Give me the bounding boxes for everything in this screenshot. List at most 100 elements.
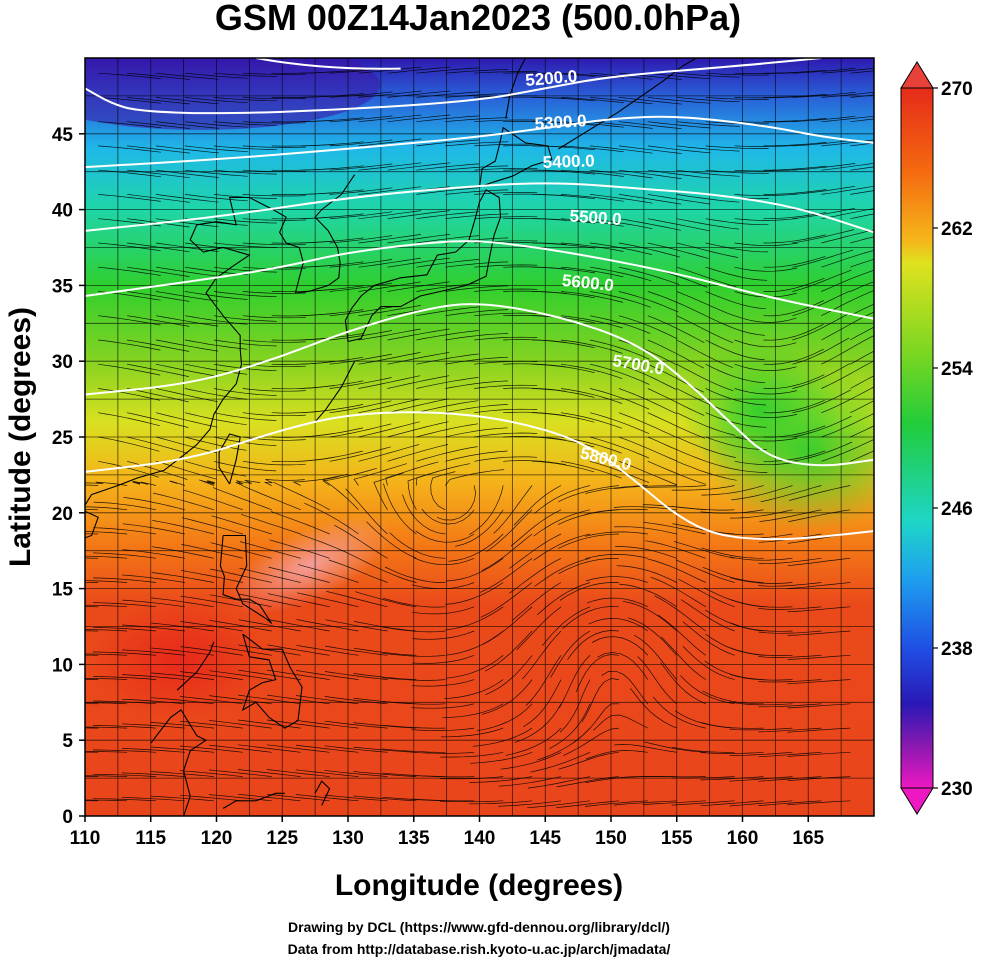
streamline <box>589 97 653 105</box>
streamline <box>353 463 408 486</box>
streamline <box>542 606 591 646</box>
streamline <box>705 266 768 281</box>
streamline <box>238 719 301 729</box>
streamline <box>560 121 624 128</box>
streamline <box>850 326 874 341</box>
streamline <box>642 485 706 488</box>
streamline <box>416 400 479 414</box>
streamline <box>416 139 480 147</box>
streamline <box>647 72 711 80</box>
plot-area: 5200.05300.05400.05500.05600.05700.05800… <box>85 58 874 816</box>
streamline <box>523 679 562 728</box>
streamline <box>482 606 533 645</box>
streamline <box>411 703 475 709</box>
streamline <box>329 91 393 98</box>
streamline <box>763 118 827 123</box>
streamline <box>155 339 219 352</box>
streamline <box>763 323 824 341</box>
streamline <box>792 115 856 123</box>
streamline <box>630 688 677 729</box>
streamline <box>445 606 504 631</box>
streamline <box>209 594 272 608</box>
streamline <box>93 527 157 535</box>
streamline <box>647 558 706 583</box>
streamline <box>387 114 451 123</box>
streamline <box>729 800 793 807</box>
streamline <box>700 751 764 754</box>
streamline <box>647 194 711 205</box>
streamline <box>763 142 827 147</box>
streamline <box>238 669 301 680</box>
streamline <box>821 208 874 220</box>
streamline <box>481 533 533 571</box>
streamline <box>329 235 393 244</box>
streamline <box>567 630 619 660</box>
streamline <box>150 722 214 729</box>
streamline <box>85 751 128 753</box>
streamline <box>358 398 421 414</box>
streamline <box>445 309 509 317</box>
streamline <box>532 242 595 249</box>
streamline <box>474 384 538 389</box>
streamline <box>269 539 330 559</box>
streamline <box>121 772 185 777</box>
streamline <box>127 291 190 302</box>
streamline <box>700 722 764 729</box>
streamline <box>821 311 874 341</box>
streamline <box>647 242 709 259</box>
streamline <box>384 566 446 583</box>
streamline <box>585 750 648 760</box>
contour-label: 5400.0 <box>542 151 595 172</box>
streamline <box>411 727 475 731</box>
x-tick-label: 145 <box>529 828 561 849</box>
contour-line <box>85 240 874 320</box>
streamline <box>821 386 874 414</box>
streamline <box>550 630 591 678</box>
streamline <box>98 388 161 401</box>
streamline <box>758 606 822 610</box>
streamline <box>513 485 562 526</box>
streamline <box>180 646 243 656</box>
streamline <box>613 485 677 490</box>
streamline <box>558 533 619 549</box>
warm-pink-region <box>227 515 393 615</box>
streamline <box>184 388 248 400</box>
streamline <box>532 363 595 373</box>
streamline <box>98 266 161 276</box>
streamline <box>850 94 874 98</box>
streamline <box>618 363 677 390</box>
streamline <box>208 769 272 777</box>
colorbar-min-arrow <box>900 787 934 815</box>
streamline <box>588 618 648 632</box>
streamline <box>647 339 704 369</box>
streamline <box>585 576 648 583</box>
streamline <box>647 291 706 316</box>
streamline <box>485 630 533 672</box>
streamline <box>589 218 653 230</box>
streamline <box>237 744 301 753</box>
streamline <box>705 339 765 361</box>
streamline <box>213 339 277 347</box>
streamline <box>155 363 218 377</box>
contour-line <box>85 303 874 467</box>
streamline <box>155 145 219 154</box>
streamline <box>208 744 272 753</box>
streamline <box>98 242 161 252</box>
streamline <box>792 269 852 292</box>
streamline <box>676 436 736 458</box>
streamline <box>373 472 404 510</box>
y-tick-label: 35 <box>52 276 74 297</box>
streamline <box>474 71 538 74</box>
streamline <box>98 412 160 427</box>
contour-label: 5300.0 <box>534 111 587 134</box>
streamline <box>150 795 214 802</box>
streamline <box>151 672 214 680</box>
streamline <box>208 794 272 802</box>
streamline <box>445 261 509 268</box>
streamline <box>416 211 480 220</box>
streamline <box>850 70 874 74</box>
streamline <box>560 388 623 404</box>
streamline <box>85 481 128 486</box>
streamline <box>559 582 619 601</box>
streamline <box>532 266 595 274</box>
